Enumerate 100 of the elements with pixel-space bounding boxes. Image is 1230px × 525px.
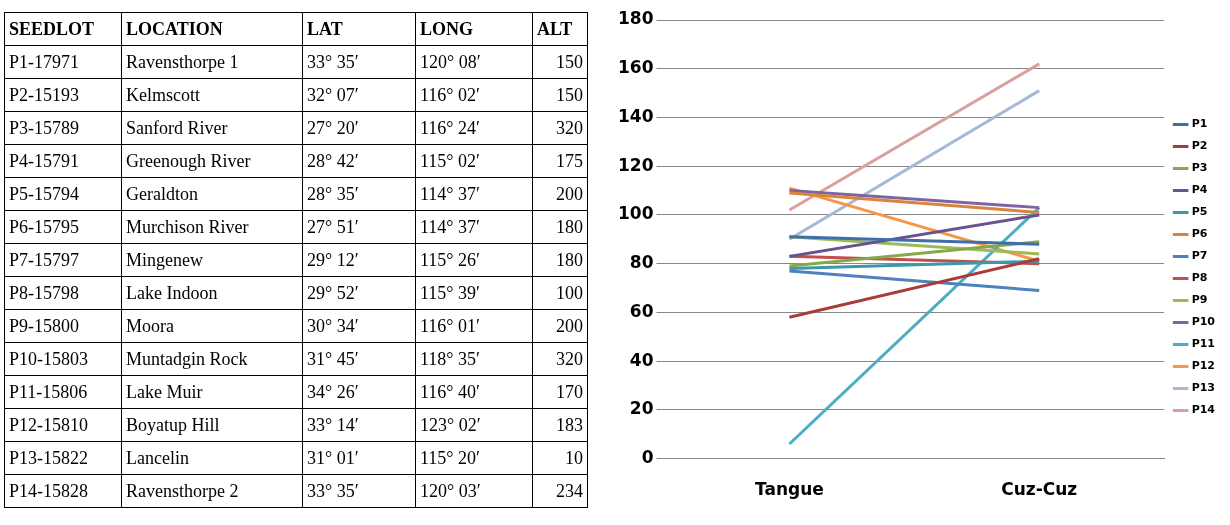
text: Lancelin xyxy=(121,441,303,475)
text: P7-15797 xyxy=(4,243,122,277)
text: Moora xyxy=(121,309,303,343)
text: Murchison River xyxy=(121,210,303,244)
text: 100 xyxy=(532,276,588,310)
text: P10-15803 xyxy=(4,342,122,376)
text: 320 xyxy=(532,342,588,376)
legend-label: P14 xyxy=(1191,403,1216,417)
legend-label: P10 xyxy=(1191,315,1216,329)
y-tick-label: 60 xyxy=(629,300,654,321)
legend-label: P8 xyxy=(1191,271,1208,285)
text: 29° 52′ xyxy=(302,276,416,310)
text: 175 xyxy=(532,144,588,178)
legend-label: P13 xyxy=(1191,381,1216,395)
text: 200 xyxy=(532,177,588,211)
legend-label: P6 xyxy=(1191,227,1208,241)
y-tick-label: 40 xyxy=(629,349,654,370)
text: 120° 03′ xyxy=(415,474,533,508)
text: Boyatup Hill xyxy=(121,408,303,442)
y-tick-label: 80 xyxy=(629,252,654,273)
text: 27° 51′ xyxy=(302,210,416,244)
text: LOCATION xyxy=(121,12,303,46)
legend-label: P3 xyxy=(1191,161,1208,175)
legend-label: P5 xyxy=(1191,205,1208,219)
legend-label: P2 xyxy=(1191,139,1208,153)
text: 116° 02′ xyxy=(415,78,533,112)
y-tick-label: 120 xyxy=(617,154,654,175)
text: 27° 20′ xyxy=(302,111,416,145)
text: 33° 35′ xyxy=(302,474,416,508)
text: 115° 20′ xyxy=(415,441,533,475)
text: 170 xyxy=(532,375,588,409)
legend-label: P7 xyxy=(1191,249,1208,263)
y-tick-label: 140 xyxy=(617,105,654,126)
text: 33° 35′ xyxy=(302,45,416,79)
text: P3-15789 xyxy=(4,111,122,145)
text: Greenough River xyxy=(121,144,303,178)
text: P4-15791 xyxy=(4,144,122,178)
text: 183 xyxy=(532,408,588,442)
text: LAT xyxy=(302,12,416,46)
text: Lake Indoon xyxy=(121,276,303,310)
text: P11-15806 xyxy=(4,375,122,409)
text: P2-15193 xyxy=(4,78,122,112)
y-tick-label: 160 xyxy=(617,57,654,78)
text: 150 xyxy=(532,78,588,112)
text: 115° 02′ xyxy=(415,144,533,178)
text: 10 xyxy=(532,441,588,475)
text: 116° 01′ xyxy=(415,309,533,343)
text: 118° 35′ xyxy=(415,342,533,376)
text: 180 xyxy=(532,210,588,244)
text: 116° 40′ xyxy=(415,375,533,409)
text: 180 xyxy=(532,243,588,277)
text: SEEDLOT xyxy=(4,12,122,46)
text: Muntadgin Rock xyxy=(121,342,303,376)
y-tick-label: 20 xyxy=(629,398,654,419)
text: Ravensthorpe 1 xyxy=(121,45,303,79)
x-tick-label: Tangue xyxy=(755,479,824,500)
text: 234 xyxy=(532,474,588,508)
text: Ravensthorpe 2 xyxy=(121,474,303,508)
text: 114° 37′ xyxy=(415,177,533,211)
text: Geraldton xyxy=(121,177,303,211)
text: P5-15794 xyxy=(4,177,122,211)
text: ALT xyxy=(532,12,588,46)
text: Lake Muir xyxy=(121,375,303,409)
text: Mingenew xyxy=(121,243,303,277)
text: P13-15822 xyxy=(4,441,122,475)
text: LONG xyxy=(415,12,533,46)
text: 34° 26′ xyxy=(302,375,416,409)
legend-label: P1 xyxy=(1191,117,1208,131)
text: 150 xyxy=(532,45,588,79)
legend-label: P12 xyxy=(1191,359,1216,373)
y-tick-label: 100 xyxy=(617,203,654,224)
text: P1-17971 xyxy=(4,45,122,79)
text: Sanford River xyxy=(121,111,303,145)
text: 116° 24′ xyxy=(415,111,533,145)
text: 200 xyxy=(532,309,588,343)
text: 29° 12′ xyxy=(302,243,416,277)
legend-label: P4 xyxy=(1191,183,1208,197)
text: P9-15800 xyxy=(4,309,122,343)
text: 32° 07′ xyxy=(302,78,416,112)
text: 31° 01′ xyxy=(302,441,416,475)
text: 115° 26′ xyxy=(415,243,533,277)
text: 123° 02′ xyxy=(415,408,533,442)
x-tick-label: Cuz-Cuz xyxy=(1001,479,1078,500)
text: 31° 45′ xyxy=(302,342,416,376)
text: 30° 34′ xyxy=(302,309,416,343)
legend-label: P9 xyxy=(1191,293,1208,307)
text: 28° 42′ xyxy=(302,144,416,178)
y-tick-label: 180 xyxy=(617,8,654,29)
text: 115° 39′ xyxy=(415,276,533,310)
text: 28° 35′ xyxy=(302,177,416,211)
text: 114° 37′ xyxy=(415,210,533,244)
text: 320 xyxy=(532,111,588,145)
y-tick-label: 0 xyxy=(641,447,654,468)
text: P14-15828 xyxy=(4,474,122,508)
text: P6-15795 xyxy=(4,210,122,244)
text: 120° 08′ xyxy=(415,45,533,79)
legend-label: P11 xyxy=(1191,337,1216,351)
text: P8-15798 xyxy=(4,276,122,310)
text: Kelmscott xyxy=(121,78,303,112)
text: 33° 14′ xyxy=(302,408,416,442)
